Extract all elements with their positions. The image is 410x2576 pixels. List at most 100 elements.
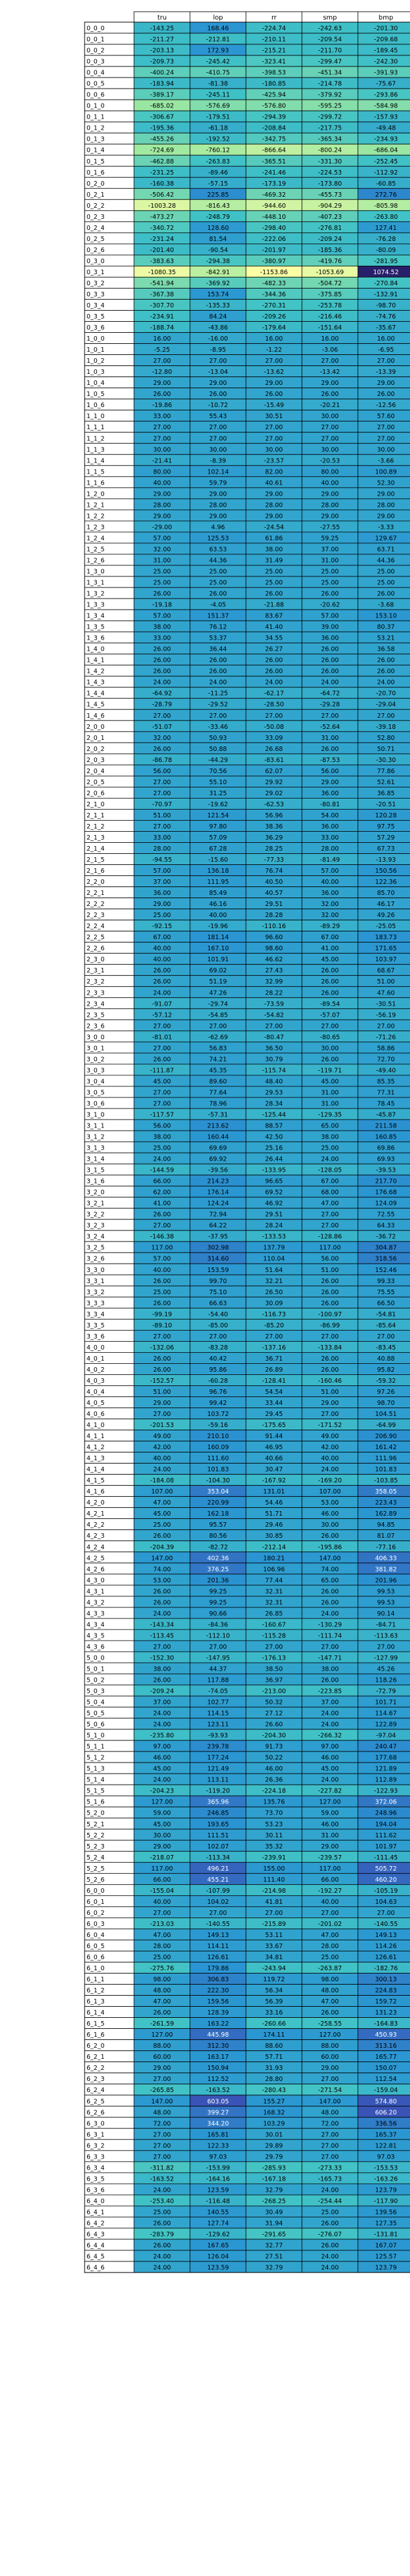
cell-value: 97.00 [321,1744,338,1751]
cell-value: 26.00 [265,391,282,398]
cell-value: 76.74 [265,868,282,875]
cell-value: -724.69 [150,147,174,154]
cell-value: -234.93 [374,136,398,143]
cell-value: -239.57 [318,1854,342,1861]
cell-value: 136.18 [207,868,228,875]
cell-value: -13.42 [320,369,340,376]
cell-value: 26.00 [153,646,171,653]
cell-value: -584.98 [374,103,398,110]
cell-value: 80.00 [153,468,171,475]
row-label: 6_3_0 [87,2120,105,2127]
cell-value: 111.62 [375,1832,396,1839]
cell-value: 124.24 [207,1200,228,1208]
cell-value: -214.98 [262,1888,286,1895]
cell-value: 25.00 [321,2209,338,2216]
cell-value: 27.00 [321,1333,338,1340]
cell-value: 35.32 [265,1843,282,1850]
cell-value: -36.72 [376,1234,396,1241]
cell-value: 460.20 [375,1876,396,1884]
cell-value: 177.68 [375,1755,396,1762]
cell-value: -39.53 [376,1167,396,1174]
cell-value: 117.00 [151,1245,172,1252]
cell-value: -23.57 [264,457,284,464]
row-label: 5_1_6 [87,1799,105,1806]
cell-value: -39.56 [208,1167,228,1174]
cell-value: -904.29 [318,203,342,210]
cell-value: 27.00 [321,713,338,720]
cell-value: -294.38 [206,258,230,265]
cell-value: 153.74 [207,291,228,298]
cell-value: 27.00 [265,713,282,720]
cell-value: 34.81 [265,1954,282,1961]
cell-value: 45.00 [321,1078,338,1085]
cell-value: -227.82 [318,1788,342,1795]
cell-value: -3.06 [322,347,338,354]
cell-value: -169.20 [318,1477,342,1484]
cell-value: 106.96 [263,1566,284,1573]
cell-value: 46.95 [265,1444,282,1451]
cell-value: 151.37 [207,613,228,620]
cell-value: -71.26 [376,1034,396,1041]
cell-value: 165.77 [375,2054,396,2061]
cell-value: 95.86 [209,1366,226,1374]
row-label: 4_0_5 [87,1400,105,1407]
row-label: 4_1_6 [87,1488,105,1495]
cell-value: 26.00 [377,391,394,398]
cell-value: 67.00 [321,1178,338,1185]
cell-value: -342.75 [262,136,286,143]
cell-value: -147.95 [206,1654,230,1662]
cell-value: -113.45 [150,1632,174,1639]
cell-value: 62.07 [265,768,282,775]
cell-value: 31.49 [265,557,282,564]
cell-value: -291.65 [262,2231,286,2239]
cell-value: -84.71 [376,1621,396,1628]
cell-value: 120.28 [375,812,396,819]
row-label: 4_2_5 [87,1555,105,1562]
cell-value: -89.29 [320,923,340,930]
cell-value: 59.79 [209,479,226,487]
cell-value: -204.39 [150,1544,174,1551]
cell-value: 167.10 [207,945,228,952]
cell-value: 27.00 [153,1023,171,1030]
cell-value: 32.99 [265,978,282,985]
cell-value: 399.27 [207,2109,228,2116]
cell-value: 26.00 [265,591,282,598]
cell-value: -192.52 [206,136,230,143]
cell-value: 172.93 [207,48,228,55]
row-label: 6_1_2 [87,1987,105,1994]
cell-value: -369.92 [206,280,230,287]
cell-value: 139.56 [375,2209,396,2216]
cell-value: 28.34 [265,1100,282,1107]
cell-value: 36.00 [321,790,338,797]
cell-value: -75.67 [376,81,396,88]
cell-value: 97.26 [377,1389,394,1396]
cell-value: 33.09 [265,735,282,742]
cell-value: 27.00 [321,1643,338,1650]
cell-value: 57.00 [153,613,171,620]
cell-value: 51.71 [265,1510,282,1518]
cell-value: 36.00 [153,890,171,897]
cell-value: 26.00 [321,646,338,653]
cell-value: 96.60 [265,934,282,941]
cell-value: 26.00 [153,1278,171,1285]
cell-value: 97.80 [209,823,226,830]
cell-value: 24.00 [153,1610,171,1617]
cell-value: -112.10 [206,1632,230,1639]
row-label: 0_2_2 [87,203,105,210]
cell-value: -323.41 [262,59,286,66]
cell-value: -242.63 [318,25,342,33]
cell-value: -130.29 [318,1621,342,1628]
cell-value: 29.79 [265,2153,282,2160]
cell-value: 26.00 [321,1278,338,1285]
cell-value: 376.25 [207,1566,228,1573]
cell-value: 47.00 [153,1499,171,1507]
cell-value: 51.00 [153,1389,171,1396]
cell-value: 27.00 [321,424,338,431]
cell-value: 52.61 [377,779,394,786]
cell-value: 27.43 [265,967,282,974]
row-label: 0_0_1 [87,36,105,44]
column-header: rr [271,14,277,21]
cell-value: 28.24 [265,1223,282,1230]
cell-value: -365.34 [318,136,342,143]
cell-value: -119.20 [206,1788,230,1795]
